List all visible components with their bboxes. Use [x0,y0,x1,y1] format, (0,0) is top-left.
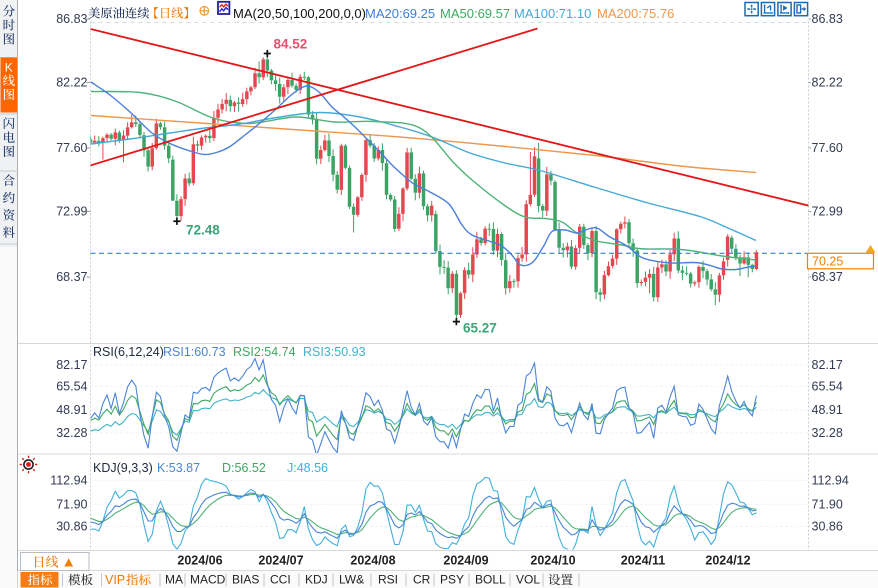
svg-text:71.90: 71.90 [812,498,843,512]
svg-text:86.83: 86.83 [812,12,843,26]
svg-text:32.28: 32.28 [56,426,87,440]
svg-text:D:56.52: D:56.52 [222,461,266,475]
svg-text:82.22: 82.22 [56,76,87,90]
svg-text:72.99: 72.99 [812,205,843,219]
svg-text:2024/06: 2024/06 [177,554,222,568]
svg-text:30.86: 30.86 [56,520,87,534]
svg-text:65.54: 65.54 [56,380,87,394]
svg-text:2024/10: 2024/10 [530,554,575,568]
svg-text:2024/08: 2024/08 [350,554,395,568]
svg-text:CR: CR [413,573,431,587]
svg-text:82.22: 82.22 [812,76,843,90]
svg-text:RSI: RSI [378,573,398,587]
svg-text:2024/12: 2024/12 [705,554,750,568]
svg-text:RSI2:54.74: RSI2:54.74 [233,345,296,359]
svg-text:2024/11: 2024/11 [621,554,666,568]
svg-text:82.17: 82.17 [812,358,843,372]
svg-text:MA20:69.25: MA20:69.25 [365,6,435,21]
svg-text:BIAS: BIAS [232,573,259,587]
svg-text:VIP: VIP [105,573,125,587]
svg-text:MA50:69.57: MA50:69.57 [440,6,510,21]
svg-text:65.54: 65.54 [812,380,843,394]
svg-text:112.94: 112.94 [812,473,849,487]
svg-text:32.28: 32.28 [812,426,843,440]
svg-text:2024/09: 2024/09 [443,554,488,568]
svg-text:PSY: PSY [440,573,464,587]
svg-text:MACD: MACD [190,573,226,587]
svg-text:KDJ: KDJ [305,573,328,587]
svg-text:77.60: 77.60 [56,141,87,155]
svg-text:48.91: 48.91 [56,403,87,417]
svg-text:K: K [5,61,13,75]
svg-text:82.17: 82.17 [56,358,87,372]
svg-text:K:53.87: K:53.87 [157,461,200,475]
svg-text:65.27: 65.27 [463,321,497,336]
svg-text:77.60: 77.60 [812,141,843,155]
svg-text:VOL: VOL [516,573,540,587]
svg-text:KDJ(9,3,3): KDJ(9,3,3) [93,461,153,475]
svg-text:J:48.56: J:48.56 [287,461,328,475]
svg-text:72.99: 72.99 [56,205,87,219]
svg-text:MA200:75.76: MA200:75.76 [597,6,674,21]
svg-text:70.25: 70.25 [812,254,843,268]
svg-text:MA: MA [165,573,183,587]
svg-text:86.83: 86.83 [56,12,87,26]
svg-text:RSI(6,12,24): RSI(6,12,24) [93,345,164,359]
svg-text:68.37: 68.37 [56,270,87,284]
svg-text:CCI: CCI [270,573,291,587]
svg-text:RSI3:50.93: RSI3:50.93 [303,345,366,359]
svg-text:48.91: 48.91 [812,403,843,417]
svg-text:BOLL: BOLL [475,573,506,587]
svg-text:71.90: 71.90 [56,498,87,512]
svg-text:68.37: 68.37 [812,270,843,284]
svg-text:LW&: LW& [339,573,364,587]
svg-text:2024/07: 2024/07 [258,554,303,568]
svg-text:72.48: 72.48 [186,223,220,238]
svg-text:112.94: 112.94 [50,473,87,487]
svg-text:RSI1:60.73: RSI1:60.73 [163,345,226,359]
svg-text:MA(20,50,100,200,0,0): MA(20,50,100,200,0,0) [233,6,366,21]
svg-text:84.52: 84.52 [274,37,308,52]
svg-text:30.86: 30.86 [812,520,843,534]
svg-text:MA100:71.10: MA100:71.10 [514,6,591,21]
